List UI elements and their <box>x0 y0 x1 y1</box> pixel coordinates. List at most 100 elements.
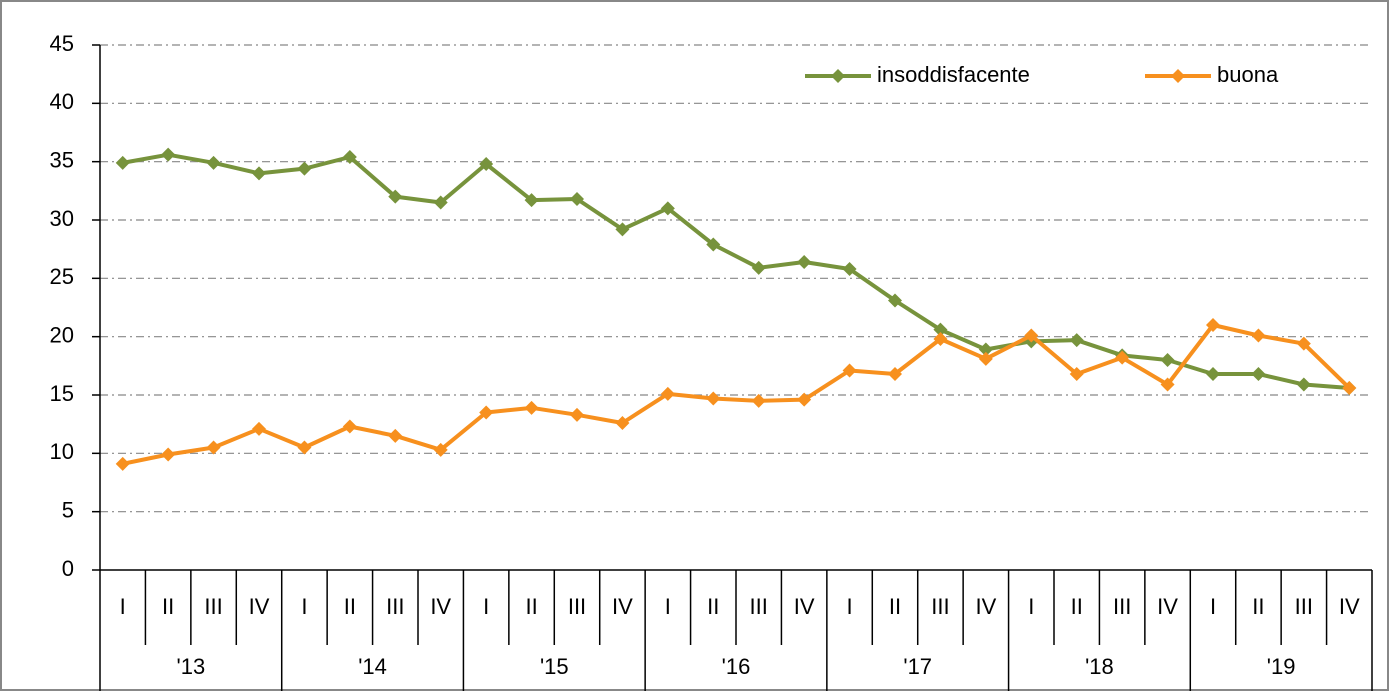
data-point <box>479 157 494 171</box>
x-tick-label: III <box>568 594 586 619</box>
data-point <box>751 260 766 275</box>
x-tick-label: IV <box>430 594 451 619</box>
y-tick-label: 20 <box>50 322 74 347</box>
data-point <box>1296 336 1311 351</box>
y-tick-label: 40 <box>50 89 74 114</box>
data-point <box>978 342 993 357</box>
x-tick-label: I <box>665 594 671 619</box>
group-label: '16 <box>722 654 751 679</box>
data-point <box>1024 328 1039 343</box>
data-point <box>660 386 675 401</box>
data-point <box>115 456 130 471</box>
data-point <box>1342 381 1357 395</box>
legend-label: buona <box>1217 62 1279 87</box>
data-point <box>842 262 857 276</box>
data-point <box>978 351 993 366</box>
series-line <box>122 152 1350 390</box>
data-point <box>706 391 721 406</box>
y-tick-label: 15 <box>50 381 74 406</box>
x-tick-label: III <box>1113 594 1131 619</box>
x-tick-label: II <box>1071 594 1083 619</box>
data-point <box>297 440 312 455</box>
x-tick-label: I <box>120 594 126 619</box>
x-tick-label: IV <box>1339 594 1360 619</box>
data-point <box>751 393 766 408</box>
data-point <box>888 367 902 381</box>
y-tick-label: 0 <box>62 556 74 581</box>
data-point <box>388 428 403 443</box>
data-point <box>206 440 221 455</box>
x-tick-label: II <box>344 594 356 619</box>
data-point <box>161 447 176 462</box>
data-point <box>933 322 948 337</box>
data-point <box>388 189 403 204</box>
data-point <box>1160 377 1175 392</box>
data-point <box>797 392 812 407</box>
data-point <box>161 147 176 162</box>
data-point <box>342 419 357 434</box>
data-point <box>570 192 584 206</box>
data-point <box>115 155 130 170</box>
y-tick-label: 30 <box>50 206 74 231</box>
x-tick-label: III <box>204 594 222 619</box>
data-point <box>433 195 448 210</box>
data-point <box>433 442 448 457</box>
x-tick-label: III <box>386 594 404 619</box>
data-point <box>252 166 266 181</box>
y-tick-label: 25 <box>50 264 74 289</box>
data-point <box>888 293 902 308</box>
x-tick-label: I <box>301 594 307 619</box>
data-point <box>933 332 948 346</box>
x-tick-label: II <box>1252 594 1264 619</box>
group-label: '15 <box>540 654 569 679</box>
x-tick-label: IV <box>249 594 270 619</box>
x-tick-label: III <box>1295 594 1313 619</box>
data-point <box>615 416 630 430</box>
data-point <box>706 237 721 252</box>
group-label: '13 <box>177 654 206 679</box>
data-point <box>1115 350 1130 365</box>
data-point <box>1251 328 1266 343</box>
data-point <box>1206 318 1220 332</box>
legend-marker <box>831 69 845 83</box>
y-tick-label: 5 <box>62 497 74 522</box>
group-label: '19 <box>1267 654 1296 679</box>
data-point <box>479 405 494 420</box>
data-point <box>615 222 630 237</box>
data-point <box>1160 353 1175 367</box>
x-tick-label: I <box>847 594 853 619</box>
y-tick-label: 10 <box>50 439 74 464</box>
data-point <box>1296 377 1311 392</box>
x-tick-label: II <box>889 594 901 619</box>
group-label: '14 <box>358 654 387 679</box>
y-tick-label: 35 <box>50 147 74 172</box>
x-tick-label: I <box>1210 594 1216 619</box>
data-point <box>842 363 857 378</box>
x-tick-label: II <box>162 594 174 619</box>
x-tick-label: IV <box>1157 594 1178 619</box>
data-point <box>660 201 675 216</box>
x-tick-label: III <box>750 594 768 619</box>
x-tick-label: I <box>483 594 489 619</box>
data-point <box>206 155 221 170</box>
data-point <box>1251 367 1266 381</box>
data-point <box>297 161 312 176</box>
group-label: '17 <box>903 654 932 679</box>
legend-label: insoddisfacente <box>877 62 1030 87</box>
data-point <box>524 193 539 208</box>
data-point <box>1069 333 1084 348</box>
data-point <box>797 255 812 269</box>
legend-marker <box>1171 69 1185 83</box>
x-tick-label: IV <box>975 594 996 619</box>
data-point <box>570 407 584 422</box>
data-point <box>342 150 357 164</box>
x-tick-label: II <box>525 594 537 619</box>
x-tick-label: II <box>707 594 719 619</box>
data-point <box>1069 367 1084 381</box>
group-label: '18 <box>1085 654 1114 679</box>
x-tick-label: III <box>931 594 949 619</box>
data-point <box>1206 367 1220 381</box>
series-line <box>122 323 1351 466</box>
